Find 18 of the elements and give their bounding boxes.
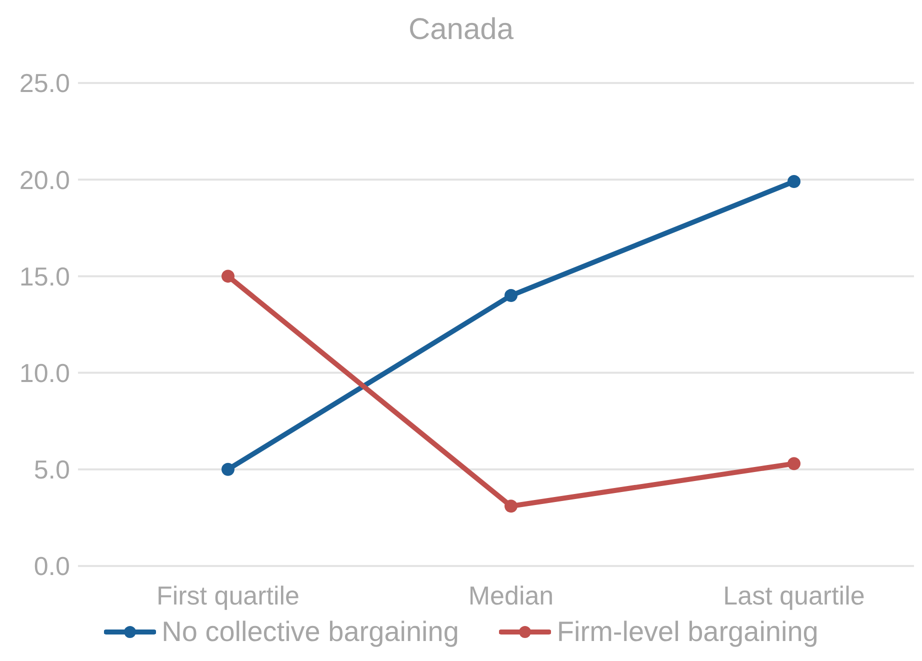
chart-title: Canada <box>407 12 515 48</box>
legend-label: Firm-level bargaining <box>556 616 818 648</box>
y-tick-label: 15.0 <box>19 261 70 292</box>
legend-label: No collective bargaining <box>160 616 459 648</box>
y-tick-label: 20.0 <box>19 164 70 195</box>
y-tick-label: 25.0 <box>19 68 70 98</box>
x-tick-label: Median <box>468 580 554 610</box>
x-tick-label: Last quartile <box>723 580 865 610</box>
point <box>504 500 518 513</box>
point <box>222 270 234 283</box>
point <box>788 175 800 188</box>
point <box>788 457 800 470</box>
y-tick-label: 5.0 <box>34 454 70 485</box>
point <box>222 462 234 476</box>
x-tick-label: First quartile <box>156 580 300 610</box>
point <box>504 289 518 302</box>
y-tick-label: 0.0 <box>34 551 70 582</box>
y-tick-label: 10.0 <box>19 358 70 388</box>
